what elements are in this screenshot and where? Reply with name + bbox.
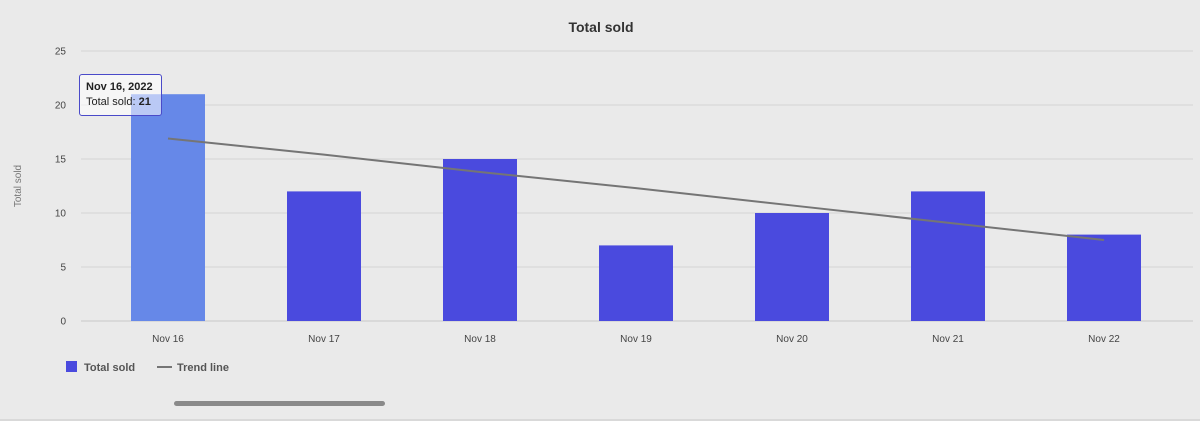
data-tooltip: Nov 16, 2022 Total sold: 21	[79, 74, 162, 116]
bar-nov-21[interactable]	[911, 191, 985, 321]
y-axis-label: Total sold	[13, 165, 24, 207]
bar-nov-22[interactable]	[1067, 234, 1141, 321]
x-tick-label: Nov 22	[1088, 334, 1120, 345]
x-tick-label: Nov 16	[152, 334, 184, 345]
y-tick-label: 10	[55, 209, 67, 220]
bar-nov-18[interactable]	[443, 159, 517, 321]
x-tick-label: Nov 18	[464, 334, 496, 345]
bottom-divider	[0, 419, 1200, 421]
x-tick-label: Nov 21	[932, 334, 964, 345]
tooltip-label: Total sold:	[86, 96, 139, 108]
legend-label-total-sold[interactable]: Total sold	[84, 362, 135, 374]
x-tick-label: Nov 17	[308, 334, 340, 345]
y-tick-label: 15	[55, 155, 67, 166]
y-tick-label: 20	[55, 101, 67, 112]
legend-swatch-total-sold[interactable]	[66, 361, 77, 372]
y-tick-label: 5	[60, 263, 66, 274]
bar-nov-20[interactable]	[755, 213, 829, 321]
horizontal-scrollbar-thumb[interactable]	[174, 401, 385, 406]
y-tick-label: 25	[55, 47, 67, 58]
chart-title: Total sold	[568, 19, 633, 35]
bar-nov-16[interactable]	[131, 94, 205, 321]
bar-nov-17[interactable]	[287, 191, 361, 321]
x-tick-label: Nov 20	[776, 334, 808, 345]
x-tick-label: Nov 19	[620, 334, 652, 345]
y-tick-label: 0	[60, 317, 66, 328]
bar-nov-19[interactable]	[599, 245, 673, 321]
tooltip-body: Total sold: 21	[86, 95, 155, 110]
legend: Total sold Trend line	[66, 361, 229, 374]
tooltip-value: 21	[138, 96, 151, 108]
legend-label-trend-line[interactable]: Trend line	[177, 362, 229, 374]
trend-line	[167, 137, 1105, 241]
tooltip-date: Nov 16, 2022	[86, 81, 153, 93]
